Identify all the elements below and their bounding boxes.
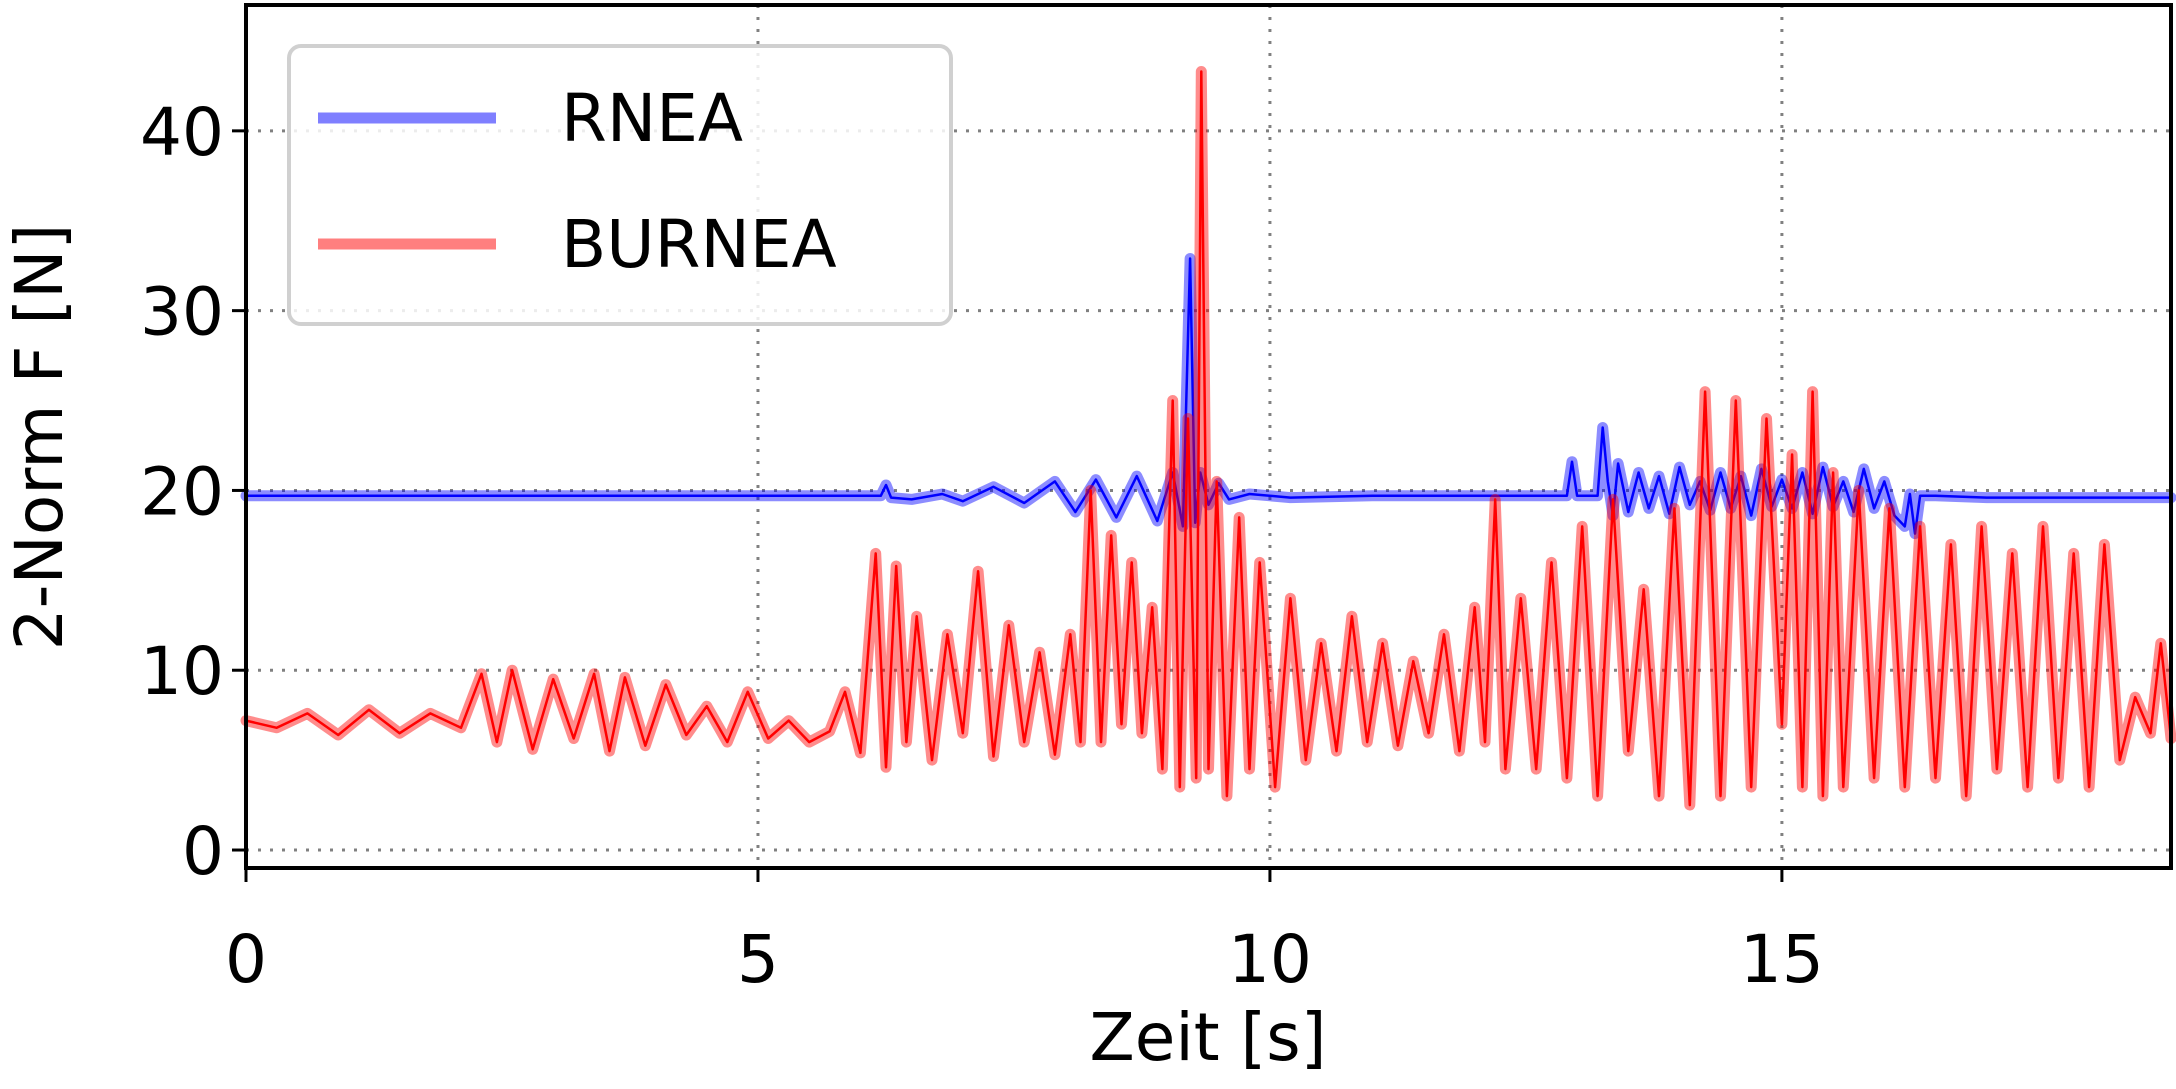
y-tick-label: 10 (140, 633, 224, 710)
x-axis-label: Zeit [s] (1090, 999, 1327, 1076)
legend-label-rnea: RNEA (561, 80, 743, 157)
y-tick-label: 0 (182, 813, 224, 890)
y-tick-label: 30 (140, 274, 224, 351)
x-tick-label: 10 (1228, 921, 1312, 998)
y-tick-label: 20 (140, 453, 224, 530)
legend-label-burnea: BURNEA (561, 206, 837, 283)
series-lines (240, 66, 2176, 811)
plot-frame (244, 3, 2173, 870)
y-axis-label: 2-Norm F [N] (1, 224, 78, 651)
x-tick-label: 0 (225, 921, 267, 998)
x-tick-label: 15 (1740, 921, 1824, 998)
y-tick-label: 40 (140, 94, 224, 171)
series-line-burnea (245, 70, 2173, 807)
legend: RNEA BURNEA (287, 44, 953, 326)
axis-ticks: 0 5 10 15 0 10 20 30 40 (140, 94, 1824, 998)
x-tick-label: 5 (737, 921, 779, 998)
